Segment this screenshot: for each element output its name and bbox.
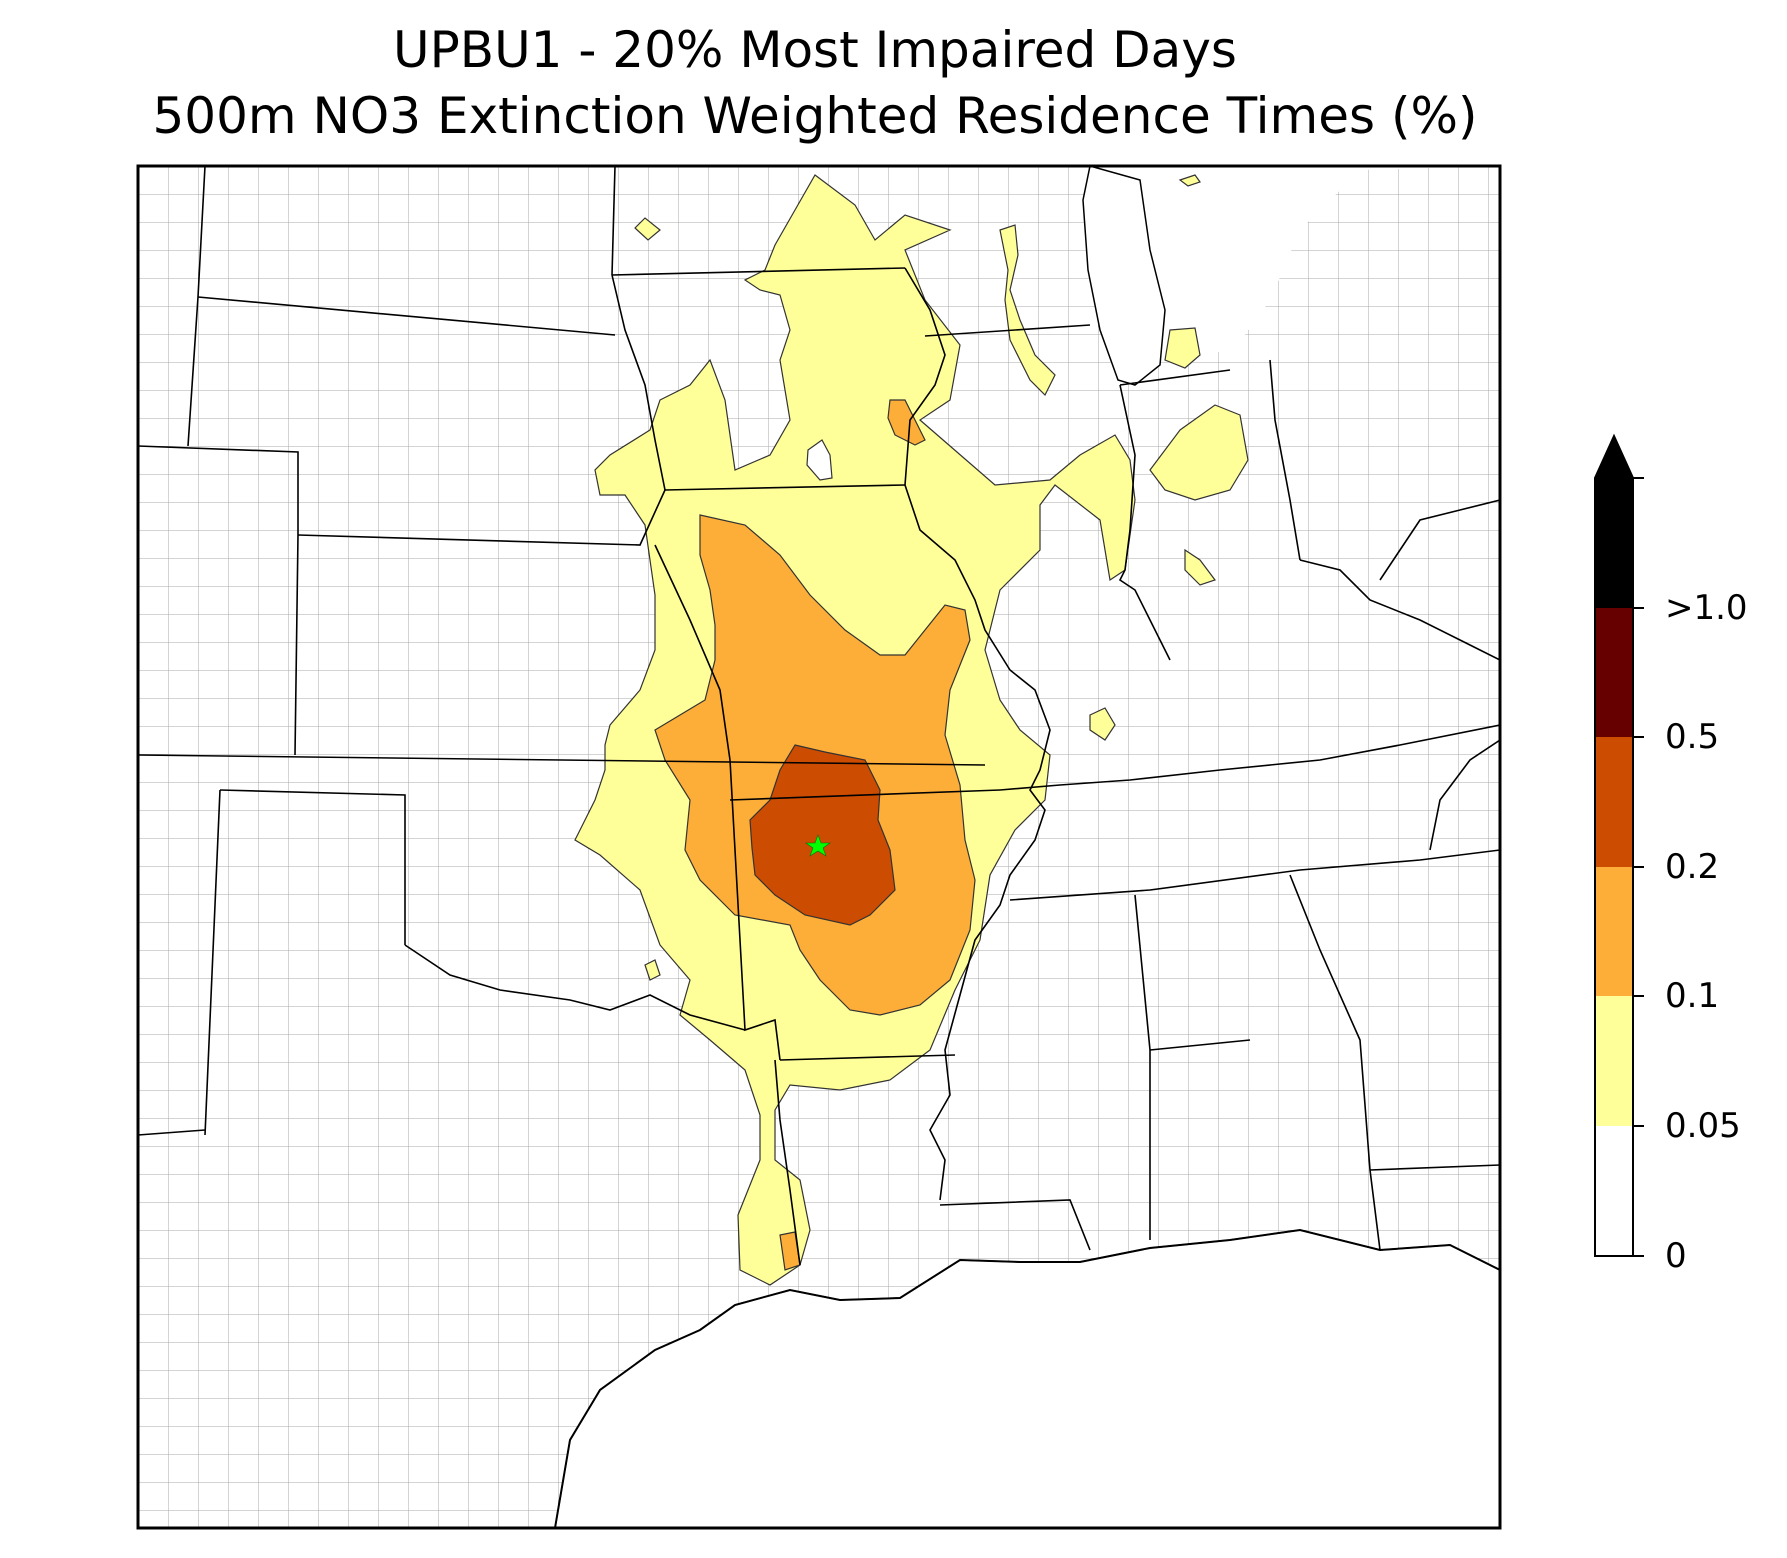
colorbar-ticks xyxy=(1633,477,1644,1257)
colorbar-tick-label: 0.2 xyxy=(1665,847,1720,887)
colorbar-segment-0.2 xyxy=(1595,737,1633,867)
colorbar-segment-0.5 xyxy=(1595,608,1633,737)
colorbar xyxy=(1594,433,1644,1257)
colorbar-extend-arrow xyxy=(1595,436,1633,478)
colorbar-outline xyxy=(1594,433,1634,1257)
map-frame xyxy=(136,164,1502,1530)
colorbar-tick-label: 0 xyxy=(1665,1236,1687,1276)
colorbar-segment-0.05 xyxy=(1595,996,1633,1126)
lake-michigan xyxy=(1082,166,1166,386)
map-title-line-1: UPBU1 - 20% Most Impaired Days xyxy=(393,21,1237,79)
colorbar-tick-label: 0.05 xyxy=(1665,1106,1741,1146)
contour-hole xyxy=(806,439,833,481)
colorbar-tick-label: 0.1 xyxy=(1665,976,1720,1016)
state-lines xyxy=(138,166,1500,1266)
coastline xyxy=(554,1228,1500,1528)
colorbar-segment-0 xyxy=(1595,1126,1633,1256)
colorbar-segment-0.1 xyxy=(1595,867,1633,996)
colorbar-tick-label: 0.5 xyxy=(1665,717,1720,757)
colorbar-tick-label: >1.0 xyxy=(1665,588,1748,628)
colorbar-segment-over xyxy=(1595,478,1633,608)
receptor-star-marker xyxy=(805,834,831,857)
map-title-line-2: 500m NO3 Extinction Weighted Residence T… xyxy=(152,87,1478,145)
contour-0.2 xyxy=(749,744,896,926)
